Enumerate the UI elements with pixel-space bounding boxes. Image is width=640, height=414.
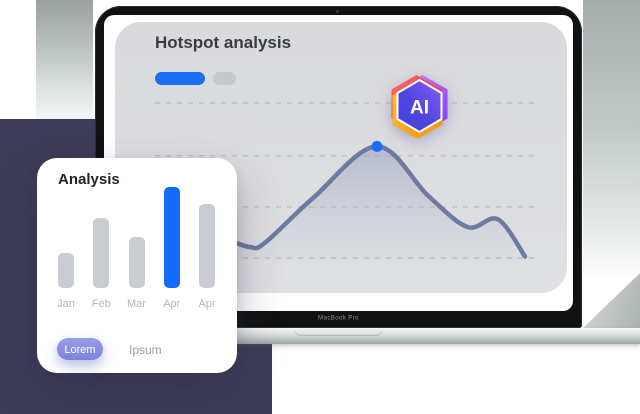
webcam-icon	[336, 10, 339, 13]
chart-area-fill	[223, 146, 525, 260]
analysis-card-title: Analysis	[58, 171, 120, 188]
ipsum-button[interactable]: Ipsum	[123, 338, 168, 360]
legend-chip-primary	[155, 72, 205, 85]
dashboard-panel: Hotspot analysis	[115, 22, 567, 293]
line-chart	[155, 102, 535, 260]
bar	[93, 218, 110, 288]
dashboard-title: Hotspot analysis	[155, 33, 292, 52]
bar	[58, 253, 74, 288]
ai-badge-icon: AI	[391, 75, 448, 138]
bar-label: Jan	[57, 298, 75, 310]
ai-badge-label: AI	[410, 98, 429, 119]
decor-band-right	[583, 0, 640, 282]
chart-highlight-point	[371, 140, 383, 152]
bar-label: Apr	[163, 298, 181, 310]
decor-band-left	[36, 0, 93, 132]
bar	[128, 237, 145, 288]
lorem-button[interactable]: Lorem	[57, 338, 103, 360]
legend-chip-secondary	[213, 72, 236, 85]
bar-label: Apr	[198, 298, 216, 310]
bar-highlight	[163, 187, 180, 288]
bar-label: Feb	[91, 298, 111, 310]
analysis-card: Analysis Jan Feb Mar Apr Apr Lorem Ipsum	[37, 158, 237, 373]
laptop-brand-label: MacBook Pro	[318, 313, 359, 322]
bar-label: Mar	[127, 298, 146, 310]
badge-blue-hex	[396, 78, 443, 134]
bar	[199, 204, 215, 288]
laptop-base-notch	[294, 329, 383, 336]
